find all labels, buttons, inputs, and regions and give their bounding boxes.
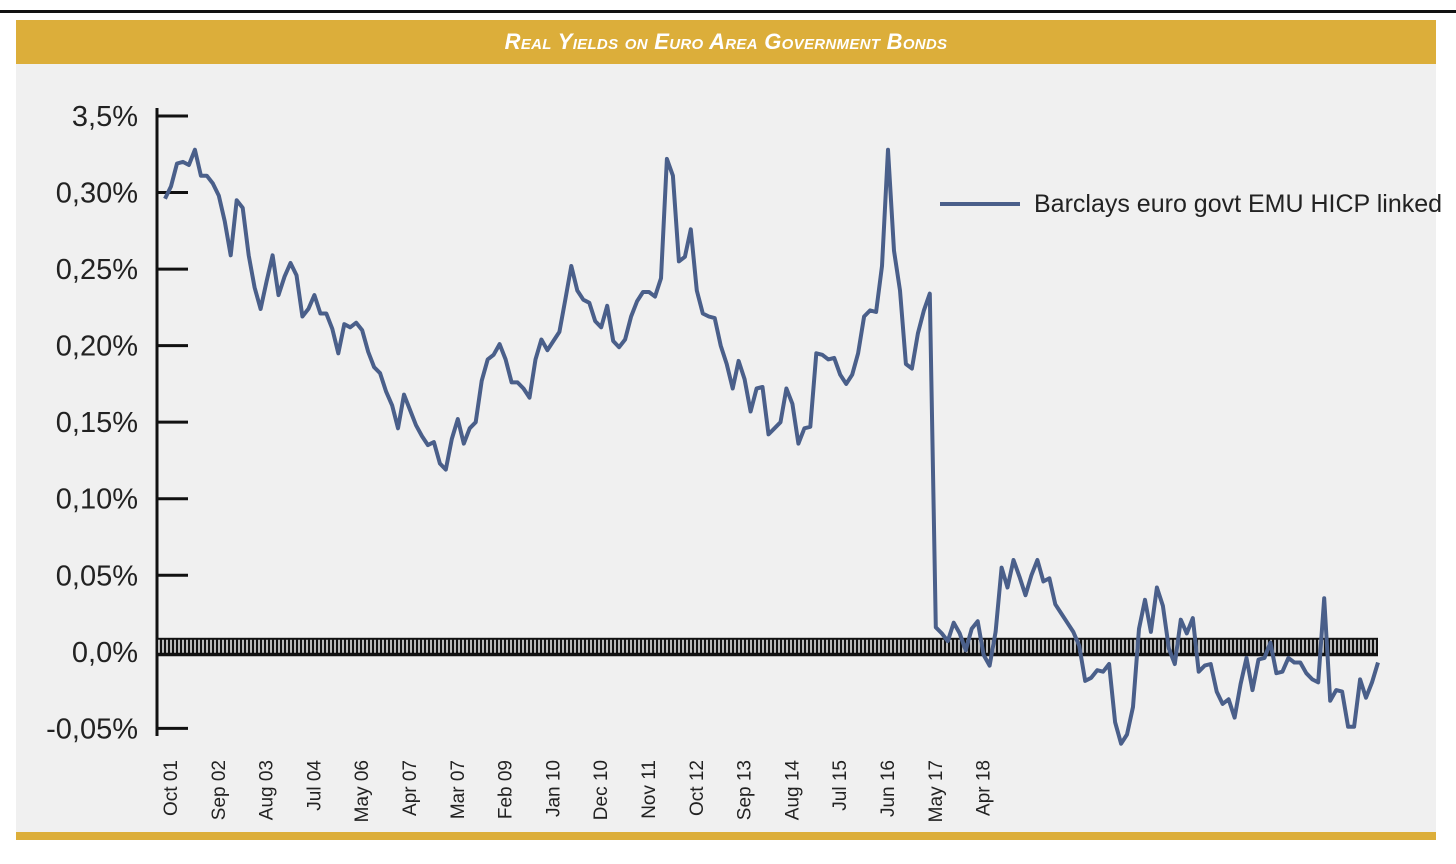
legend: Barclays euro govt EMU HICP linked [940,190,1442,218]
x-tick-label: Sep 02 [209,760,230,820]
y-tick-label: 0,25% [56,254,138,286]
x-tick-label: Jul 04 [304,760,325,811]
series-layer [163,147,1380,746]
x-tick-label: Jun 16 [878,760,899,817]
chart-title: Real Yields on Euro Area Government Bond… [504,29,948,54]
y-tick-label: -0,05% [46,713,138,745]
y-tick-label: 0,0% [72,637,138,669]
x-tick-label: Jul 15 [830,760,851,811]
series-line [163,147,1380,746]
zero-band-hatching [158,639,1376,653]
x-tick-label: Aug 14 [782,760,803,821]
x-tick-label: Mar 07 [448,760,469,819]
bottom-bar [16,832,1436,840]
legend-label: Barclays euro govt EMU HICP linked [1034,190,1442,218]
x-tick-label: Jan 10 [543,760,564,817]
y-tick-label: 0,30% [56,178,138,210]
x-tick-label: Dec 10 [591,760,612,820]
title-bar: Real Yields on Euro Area Government Bond… [16,20,1436,64]
x-tick-label: Aug 03 [257,760,278,820]
plot-area [16,64,1436,832]
x-tick-label: Feb 09 [496,760,517,819]
y-tick-label: 0,05% [56,560,138,592]
y-tick-label: 3,5% [72,101,138,133]
top-rule [0,10,1456,13]
y-tick-label: 0,15% [56,407,138,439]
x-tick-label: Apr 07 [400,760,421,816]
x-tick-label: May 06 [352,760,373,822]
x-tick-label: Nov 11 [639,760,660,819]
y-tick-label: 0,20% [56,331,138,363]
y-tick-label: 0,10% [56,484,138,516]
x-tick-label: Oct 01 [161,760,182,816]
x-tick-label: Oct 12 [687,760,708,816]
x-tick-label: Apr 18 [974,760,995,816]
x-tick-label: Sep 13 [735,760,756,820]
x-tick-label: May 17 [926,760,947,822]
axes: 3,5% 0,30% 0,25% 0,20% 0,15% 0,10% 0,05% 0,0% -0… [46,101,995,822]
